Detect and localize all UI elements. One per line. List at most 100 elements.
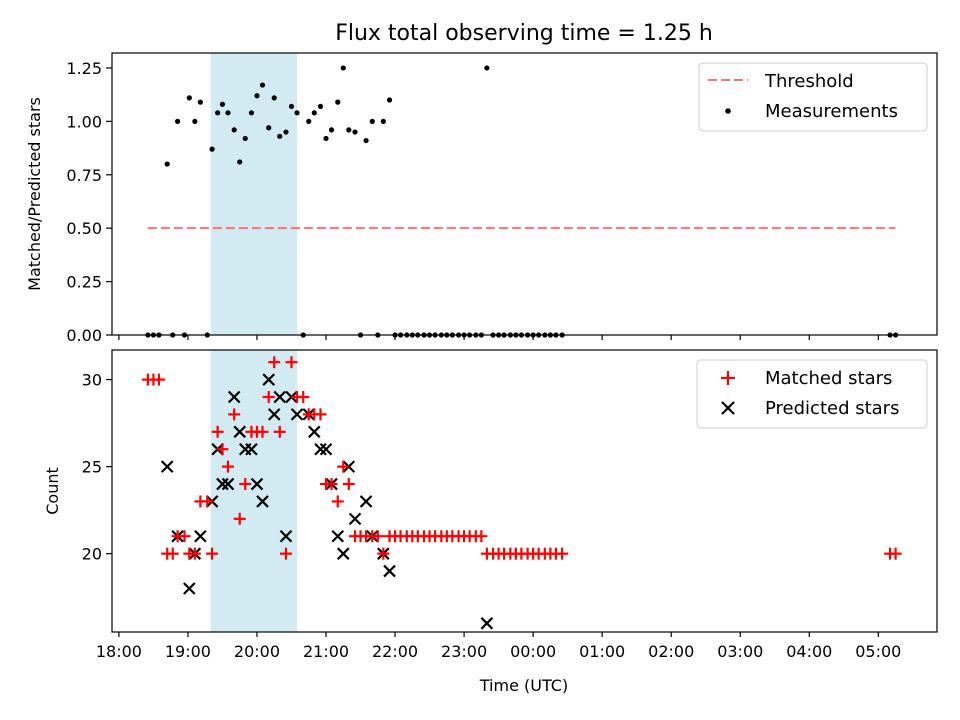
ratio-x-ticks — [118, 335, 879, 340]
predicted-star-point — [221, 477, 235, 491]
measurement-point — [311, 110, 317, 116]
x-tick-label: 01:00 — [579, 642, 625, 661]
predicted-star-point — [279, 529, 293, 543]
predicted-star-point — [250, 477, 264, 491]
predicted-star-point — [262, 373, 275, 386]
measurement-point — [340, 65, 346, 71]
measurement-point — [231, 127, 237, 133]
counts-y-axis: 20 25 30 — [82, 371, 112, 564]
matched-star-point — [201, 495, 214, 508]
x-tick-label: 23:00 — [441, 642, 487, 661]
measurement-point — [254, 93, 260, 99]
y-tick-label: 1.00 — [66, 112, 102, 131]
measurement-point — [225, 110, 231, 116]
predicted-star-point — [290, 408, 304, 421]
predicted-star-point — [319, 442, 333, 456]
x-tick-label: 05:00 — [855, 642, 901, 661]
counts-legend: Matched stars Predicted stars — [696, 359, 928, 429]
matched-star-point — [889, 547, 902, 560]
ratio-span — [210, 53, 298, 335]
x-tick-label: 03:00 — [717, 642, 763, 661]
matched-star-point — [337, 460, 350, 473]
x-tick-label: 21:00 — [303, 642, 349, 661]
matched-star-point — [377, 547, 390, 560]
predicted-star-point — [336, 547, 350, 560]
measurement-point — [219, 101, 226, 107]
count-points — [141, 356, 902, 630]
matched-star-point — [166, 547, 179, 560]
measurement-point — [266, 125, 272, 131]
legend-measurements-swatch — [725, 108, 731, 114]
y-tick-label: 0.50 — [66, 219, 102, 238]
measurement-point — [323, 135, 329, 142]
y-tick-label: 0.25 — [66, 273, 102, 292]
predicted-star-point — [331, 529, 345, 543]
matched-star-point — [178, 530, 191, 543]
measurement-point — [328, 127, 335, 133]
ratio-y-axis: 0.00 0.25 0.50 0.75 1.00 1.25 — [66, 59, 112, 345]
matched-star-point — [273, 425, 286, 438]
predicted-star-point — [183, 582, 196, 595]
x-tick-label: 18:00 — [96, 642, 142, 661]
measurement-point — [386, 97, 393, 103]
legend-matched-label: Matched stars — [765, 368, 892, 389]
matched-star-point — [211, 425, 224, 438]
matched-star-point — [475, 530, 488, 543]
measurement-point — [209, 146, 215, 152]
y-tick-label: 0.75 — [66, 166, 102, 185]
matched-star-point — [342, 478, 355, 491]
measurement-point — [192, 118, 198, 124]
predicted-star-point — [273, 390, 287, 404]
matched-star-point — [221, 460, 234, 473]
x-tick-label: 04:00 — [786, 642, 832, 661]
matched-star-point — [152, 373, 165, 386]
ratio-axes-frame — [111, 52, 938, 336]
matched-star-point — [206, 547, 219, 560]
predicted-star-point — [348, 512, 362, 526]
legend-matched-swatch — [721, 371, 735, 385]
matched-star-point — [268, 356, 281, 369]
measurement-point — [484, 65, 490, 71]
ratio-y-label: Matched/Predicted stars — [25, 97, 44, 291]
x-tick-label: 22:00 — [372, 642, 418, 661]
x-tick-label: 20:00 — [234, 642, 280, 661]
matched-star-point — [285, 356, 298, 369]
y-tick-label: 25 — [82, 458, 102, 477]
measurement-point — [197, 99, 203, 105]
ratio-points — [145, 65, 899, 338]
measurement-point — [352, 129, 358, 135]
measurement-point — [283, 129, 289, 135]
measurement-point — [164, 161, 170, 167]
predicted-star-point — [308, 425, 321, 439]
matched-star-point — [325, 478, 338, 491]
x-tick-label: 02:00 — [648, 642, 694, 661]
measurement-point — [237, 159, 243, 165]
predicted-star-point — [160, 460, 174, 473]
legend-predicted-label: Predicted stars — [765, 398, 899, 419]
x-axis-label: Time (UTC) — [479, 676, 568, 695]
y-tick-label: 30 — [82, 371, 102, 390]
predicted-star-point — [245, 442, 258, 456]
measurement-point — [259, 82, 266, 88]
matched-star-point — [262, 391, 275, 403]
measurement-point — [346, 127, 352, 133]
predicted-star-point — [194, 529, 207, 543]
predicted-star-point — [267, 408, 281, 421]
predicted-star-point — [256, 495, 269, 508]
counts-span — [210, 350, 298, 632]
matched-star-point — [314, 408, 327, 421]
legend-measurements-label: Measurements — [765, 101, 898, 122]
predicted-star-point — [233, 425, 246, 439]
matched-star-point — [216, 443, 229, 456]
measurement-point — [363, 137, 369, 144]
measurement-point — [186, 95, 192, 101]
counts-y-label: Count — [43, 467, 62, 515]
measurement-point — [248, 110, 255, 116]
matched-star-point — [233, 512, 246, 525]
chart-title: Flux total observing time = 1.25 h — [335, 21, 713, 46]
matched-star-point — [279, 547, 292, 560]
matched-star-point — [256, 425, 269, 438]
predicted-star-point — [216, 477, 229, 491]
measurement-point — [271, 95, 277, 101]
